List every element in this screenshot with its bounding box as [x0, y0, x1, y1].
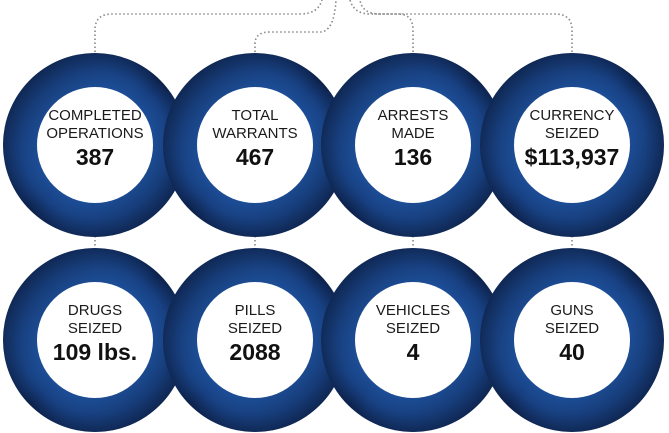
- badge-label: ARRESTS: [378, 107, 449, 124]
- badge-label: SEIZED: [545, 125, 599, 142]
- badge-face: [355, 282, 471, 398]
- badge-value: 109 lbs.: [53, 339, 137, 365]
- badge-face: [514, 282, 630, 398]
- badge-label: COMPLETED: [48, 107, 142, 124]
- badge-label: DRUGS: [68, 302, 122, 319]
- badge-value: 467: [236, 144, 274, 170]
- badge-value: $113,937: [525, 144, 620, 170]
- badge-value: 4: [407, 339, 420, 365]
- connector: [254, 0, 337, 52]
- badge-face: [514, 87, 630, 203]
- badge-label: SEIZED: [228, 320, 282, 337]
- badge-label: PILLS: [235, 302, 276, 319]
- connector: [94, 0, 323, 52]
- badge-label: SEIZED: [386, 320, 440, 337]
- badge-label: VEHICLES: [376, 302, 450, 319]
- badge-label: GUNS: [550, 302, 593, 319]
- badge-label: WARRANTS: [212, 125, 297, 142]
- badge-face: [197, 282, 313, 398]
- badge-label: SEIZED: [545, 320, 599, 337]
- badge-face: [197, 87, 313, 203]
- badge-label: SEIZED: [68, 320, 122, 337]
- badge-value: 387: [76, 144, 114, 170]
- badge-label: OPERATIONS: [46, 125, 143, 142]
- badge-face: [37, 282, 153, 398]
- badge-label: CURRENCY: [529, 107, 614, 124]
- connector: [359, 0, 573, 52]
- badge-label: TOTAL: [232, 107, 279, 124]
- badge-value: 2088: [229, 339, 280, 365]
- connector: [349, 0, 414, 52]
- badge-value: 40: [559, 339, 585, 365]
- badge-value: 136: [394, 144, 432, 170]
- badge-face: [355, 87, 471, 203]
- badge-face: [37, 87, 153, 203]
- badge-label: MADE: [391, 125, 434, 142]
